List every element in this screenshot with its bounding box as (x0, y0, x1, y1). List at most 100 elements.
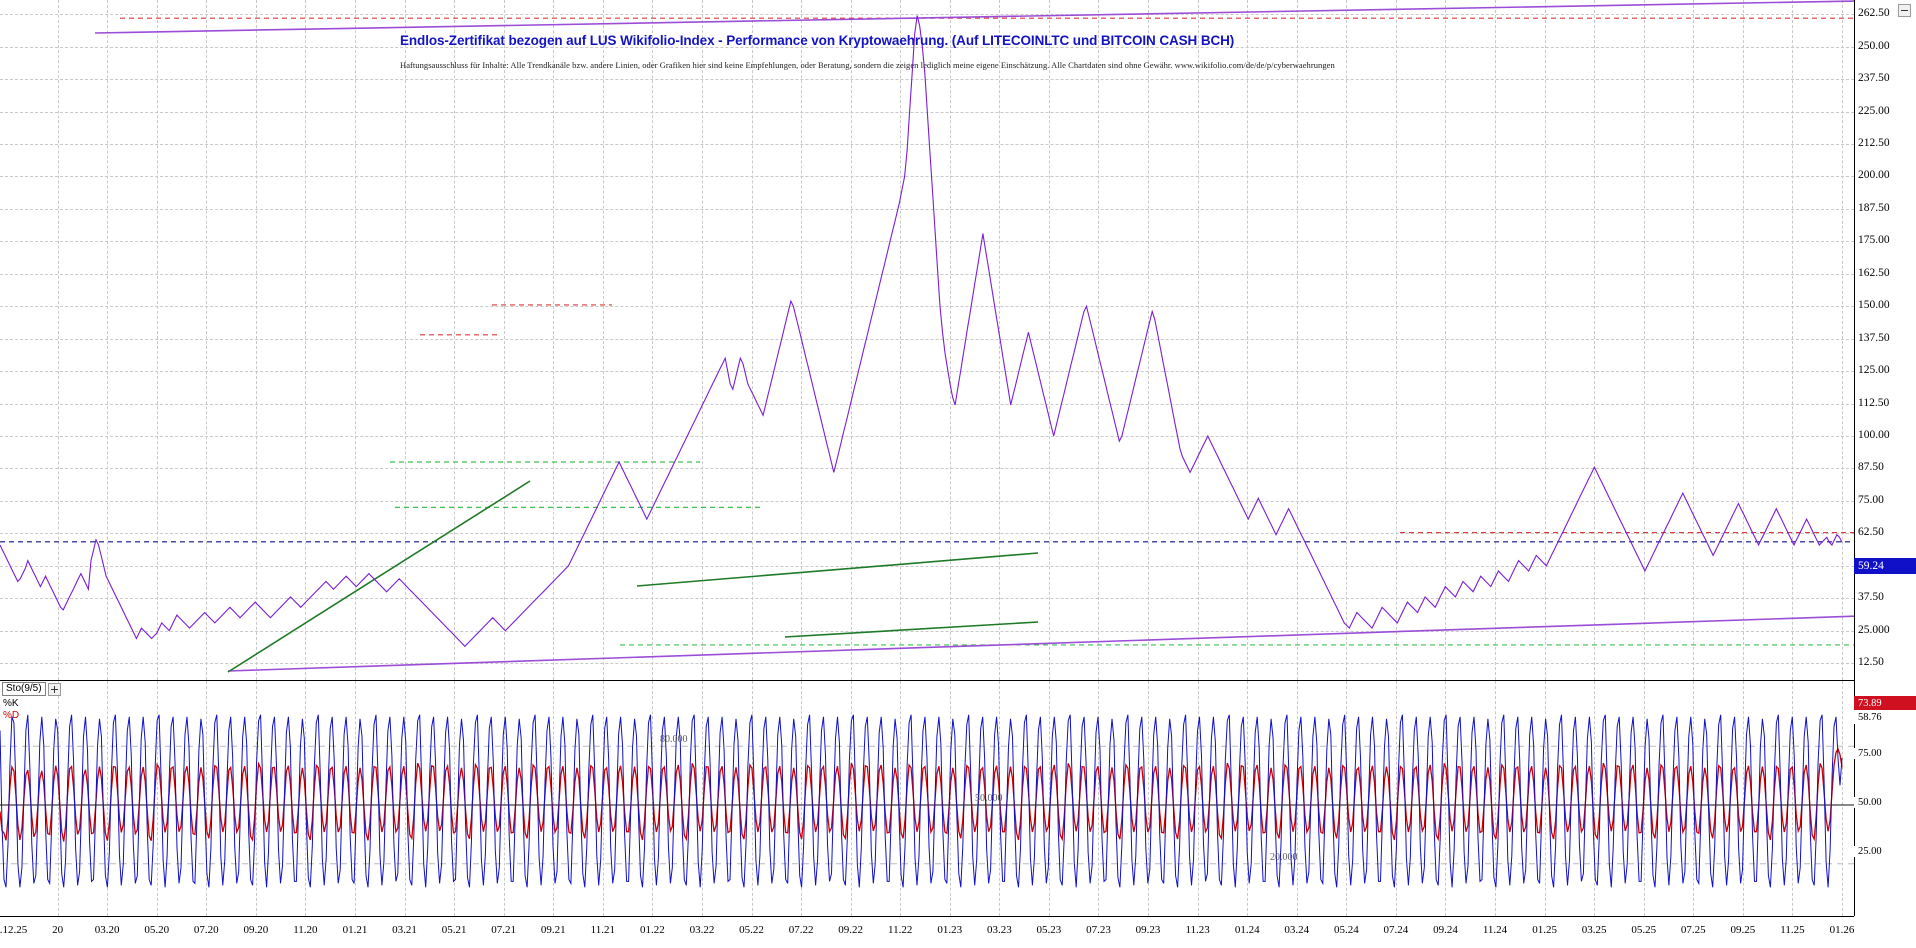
gridline-vertical (1594, 681, 1596, 916)
price-tick: 162.50 (1858, 266, 1890, 279)
gridline-horizontal (0, 176, 1854, 178)
price-tick: 175.00 (1858, 234, 1890, 247)
gridline-vertical (1048, 681, 1050, 916)
price-tick: 87.50 (1858, 461, 1884, 474)
indicator-label[interactable]: Sto(9/5) (2, 682, 46, 696)
chart-disclaimer: Haftungsausschluss für Inhalte: Alle Tre… (400, 60, 1335, 70)
gridline-vertical (701, 0, 703, 680)
gridline-vertical (107, 0, 109, 680)
price-series-plot (0, 0, 1854, 673)
green-rising-support-2 (636, 552, 1039, 587)
indicator-k-name: %K (3, 698, 19, 709)
price-tick: 62.50 (1858, 526, 1884, 539)
indicator-level-label: 50.000 (975, 793, 1003, 804)
gridline-horizontal (0, 14, 1854, 16)
date-tick: 07.21 (491, 924, 517, 936)
price-tick: 225.00 (1858, 104, 1890, 117)
gridline-vertical (900, 0, 902, 680)
green-rising-support-1 (227, 480, 531, 673)
gridline-horizontal (0, 403, 1854, 405)
price-tick: 150.00 (1858, 299, 1890, 312)
indicator-d-name: %D (3, 710, 20, 721)
gridline-vertical (602, 0, 604, 680)
date-tick: 05.25 (1631, 924, 1657, 936)
price-tick: 200.00 (1858, 169, 1890, 182)
date-tick: 03.20 (94, 924, 120, 936)
date-tick: 03.21 (392, 924, 417, 936)
gridline-vertical (1643, 0, 1645, 680)
gridline-vertical (1098, 681, 1100, 916)
gridline-vertical (206, 0, 208, 680)
date-tick: 05.22 (739, 924, 764, 936)
price-tick: 100.00 (1858, 429, 1890, 442)
gridline-vertical (701, 681, 703, 916)
price-tick: 125.00 (1858, 364, 1890, 377)
gridline-vertical (1296, 0, 1298, 680)
date-tick: 01.23 (937, 924, 963, 936)
collapse-icon[interactable] (1898, 4, 1911, 17)
gridline-horizontal (0, 338, 1854, 340)
gridline-vertical (1495, 681, 1497, 916)
gridline-vertical (354, 681, 356, 916)
gridline-horizontal (0, 565, 1854, 567)
price-tick: 75.00 (1858, 493, 1884, 506)
gridline-horizontal (0, 371, 1854, 373)
last-price-tag: 59.24 (1854, 558, 1916, 574)
green-rising-support-3 (784, 621, 1039, 638)
gridline-vertical (602, 681, 604, 916)
gridline-vertical (156, 0, 158, 680)
stochastic-indicator-pane[interactable] (0, 680, 1854, 916)
gridline-vertical (1197, 681, 1199, 916)
date-tick: 11.25 (1780, 924, 1805, 936)
date-tick: 03.25 (1581, 924, 1607, 936)
date-tick: 01.24 (1234, 924, 1260, 936)
indicator-header[interactable]: Sto(9/5) (2, 682, 61, 696)
gridline-vertical (850, 681, 852, 916)
gridline-horizontal (0, 436, 1854, 438)
date-tick: 09.25 (1730, 924, 1756, 936)
gridline-vertical (156, 681, 158, 916)
price-chart-pane[interactable] (0, 0, 1854, 680)
gridline-vertical (255, 0, 257, 680)
price-axis[interactable]: 262.50 250.00 237.50 225.00 212.50 200.00 187.… (1854, 0, 1916, 916)
gridline-vertical (503, 681, 505, 916)
date-tick: 05.20 (144, 924, 170, 936)
gridline-horizontal (0, 468, 1854, 470)
gridline-vertical (850, 0, 852, 680)
date-tick: 09.22 (838, 924, 864, 936)
gridline-vertical (1544, 0, 1546, 680)
gridline-horizontal (0, 306, 1854, 308)
date-tick: 07.22 (788, 924, 814, 936)
gridline-vertical (751, 0, 753, 680)
price-tick: 37.50 (1858, 591, 1884, 604)
date-tick: 01.25 (1532, 924, 1557, 936)
gridline-horizontal (0, 208, 1854, 210)
indicator-d-value: 58.76 (1854, 710, 1916, 724)
gridline-vertical (1346, 0, 1348, 680)
gridline-vertical (454, 0, 456, 680)
gridline-horizontal (0, 598, 1854, 600)
gridline-vertical (354, 0, 356, 680)
chart-title: Endlos-Zertifikat bezogen auf LUS Wikifo… (400, 33, 1235, 48)
gridline-vertical (1693, 0, 1695, 680)
gridline-vertical (751, 681, 753, 916)
gridline-horizontal (0, 46, 1854, 48)
gridline-vertical (949, 0, 951, 680)
expand-icon[interactable] (47, 682, 61, 696)
price-tick: 212.50 (1858, 137, 1890, 150)
gridline-vertical (305, 0, 307, 680)
date-tick: 11.20 (293, 924, 318, 936)
date-tick: 07.20 (193, 924, 219, 936)
time-axis[interactable]: 15.12.25 20 03.20 05.20 07.20 09.20 11.20 01.21… (0, 916, 1854, 948)
date-tick: 11.23 (1185, 924, 1210, 936)
lower-purple-channel (227, 615, 1854, 672)
date-tick: 01.21 (342, 924, 368, 936)
gridline-vertical (454, 681, 456, 916)
date-tick: 07.25 (1680, 924, 1706, 936)
gridline-vertical (1495, 0, 1497, 680)
gridline-vertical (206, 681, 208, 916)
upper-purple-channel (94, 0, 1854, 34)
price-tick: 112.50 (1858, 396, 1890, 409)
gridline-vertical (900, 681, 902, 916)
